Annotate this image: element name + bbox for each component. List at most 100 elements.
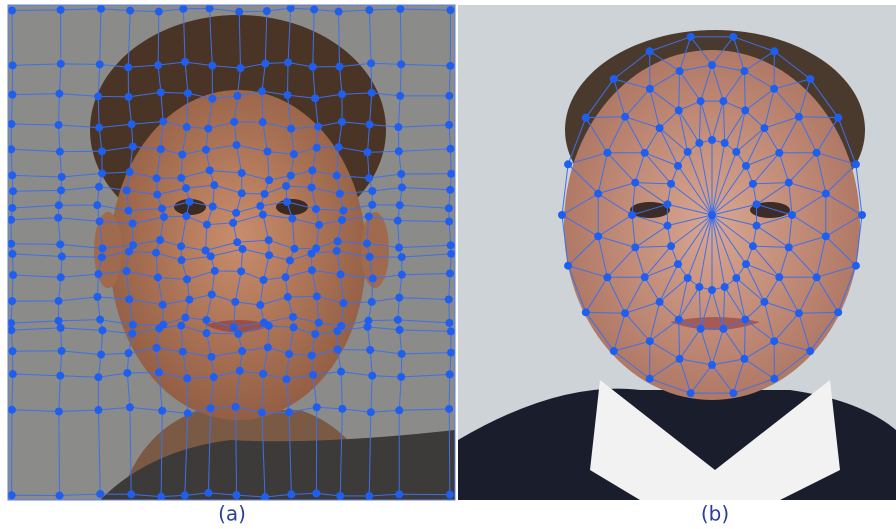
- mesh-node: [98, 169, 106, 177]
- mesh-node: [55, 317, 63, 325]
- mesh-node: [8, 297, 16, 305]
- mesh-node: [58, 173, 66, 181]
- mesh-node: [259, 370, 267, 378]
- mesh-node: [785, 243, 793, 251]
- mesh-node: [646, 85, 654, 93]
- mesh-node: [123, 369, 131, 377]
- mesh-node: [57, 6, 65, 14]
- mesh-node: [239, 245, 247, 253]
- mesh-node: [641, 273, 649, 281]
- mesh-node: [289, 313, 297, 321]
- mesh-node: [290, 150, 298, 158]
- mesh-node: [447, 349, 455, 357]
- mesh-node: [178, 151, 186, 159]
- mesh-node: [335, 143, 343, 151]
- mesh-node: [265, 251, 273, 259]
- mesh-node: [447, 250, 455, 258]
- mesh-node: [236, 367, 244, 375]
- mesh-node: [233, 238, 241, 246]
- mesh-node: [8, 6, 16, 14]
- mesh-node: [338, 216, 346, 224]
- mesh-node: [287, 172, 295, 180]
- mesh-node: [365, 492, 373, 500]
- mesh-node: [834, 114, 842, 122]
- mesh-node: [236, 64, 244, 72]
- mesh-node: [564, 160, 572, 168]
- mesh-node: [395, 490, 403, 498]
- mesh-node: [446, 370, 454, 378]
- mesh-node: [564, 262, 572, 270]
- mesh-node: [202, 329, 210, 337]
- mesh-node: [208, 95, 216, 103]
- mesh-node: [9, 187, 17, 195]
- mesh-node: [333, 247, 341, 255]
- mesh-node: [365, 212, 373, 220]
- mesh-node: [285, 408, 293, 416]
- mesh-node: [314, 123, 322, 131]
- mesh-edge: [287, 62, 288, 95]
- mesh-node: [397, 60, 405, 68]
- mesh-node: [445, 296, 453, 304]
- mesh-node: [621, 113, 629, 121]
- mesh-node: [446, 186, 454, 194]
- mesh-node: [154, 273, 162, 281]
- mesh-node: [656, 298, 664, 306]
- mesh-node: [56, 492, 64, 500]
- photo-b: [458, 5, 896, 500]
- mesh-node: [775, 149, 783, 157]
- mesh-node: [445, 92, 453, 100]
- mesh-node: [153, 174, 161, 182]
- mesh-node: [98, 253, 106, 261]
- mesh-node: [208, 291, 216, 299]
- mesh-node: [290, 323, 298, 331]
- mesh-node: [94, 270, 102, 278]
- mesh-node: [95, 124, 103, 132]
- mesh-node: [233, 92, 241, 100]
- mesh-node: [265, 176, 273, 184]
- mesh-node: [813, 149, 821, 157]
- mesh-node: [124, 63, 132, 71]
- mesh-node: [708, 211, 716, 219]
- mesh-node: [695, 139, 703, 147]
- mesh-edge: [288, 296, 317, 297]
- mesh-node: [208, 62, 216, 70]
- mesh-node: [365, 6, 373, 14]
- mesh-node: [122, 267, 130, 275]
- mesh-node: [124, 207, 132, 215]
- mesh-node: [9, 370, 17, 378]
- mesh-node: [676, 67, 684, 75]
- mesh-node: [806, 347, 814, 355]
- mesh-node: [311, 94, 319, 102]
- mesh-node: [182, 212, 190, 220]
- mesh-node: [446, 269, 454, 277]
- mesh-node: [741, 316, 749, 324]
- mesh-node: [447, 327, 455, 335]
- mesh-node: [129, 321, 137, 329]
- mesh-node: [9, 347, 17, 355]
- mesh-node: [340, 299, 348, 307]
- mesh-node: [8, 250, 16, 258]
- mesh-node: [261, 190, 269, 198]
- mesh-node: [157, 145, 165, 153]
- mesh-node: [55, 407, 63, 415]
- mesh-node: [8, 171, 16, 179]
- mesh-node: [152, 249, 160, 257]
- mesh-node: [445, 217, 453, 225]
- mesh-node: [56, 240, 64, 248]
- mesh-node: [232, 403, 240, 411]
- mesh-node: [184, 409, 192, 417]
- mesh-node: [56, 148, 64, 156]
- mesh-node: [93, 201, 101, 209]
- mesh-node: [721, 139, 729, 147]
- mesh-node: [674, 162, 682, 170]
- mesh-node: [446, 145, 454, 153]
- mesh-node: [210, 373, 218, 381]
- mesh-node: [852, 160, 860, 168]
- mesh-edge: [12, 10, 61, 11]
- mesh-node: [646, 375, 654, 383]
- mesh-node: [447, 241, 455, 249]
- mesh-node: [366, 121, 374, 129]
- mesh-edge: [61, 64, 100, 65]
- mesh-node: [58, 347, 66, 355]
- mesh-node: [394, 217, 402, 225]
